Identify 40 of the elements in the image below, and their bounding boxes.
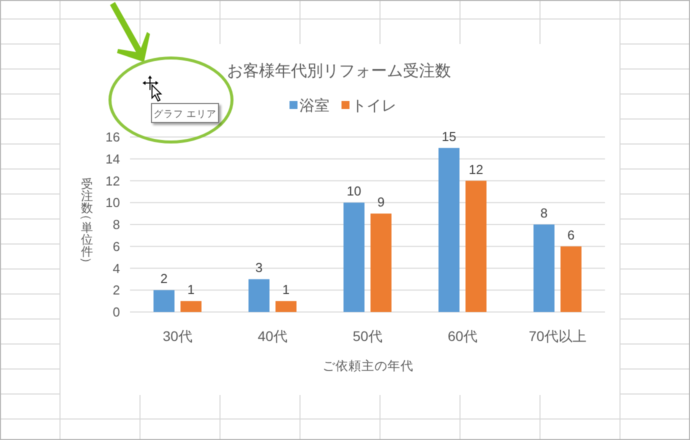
bar bbox=[248, 279, 270, 312]
data-label: 9 bbox=[377, 194, 385, 210]
data-label: 1 bbox=[187, 282, 195, 298]
y-tick-label: 14 bbox=[106, 151, 120, 166]
bar bbox=[154, 290, 174, 312]
data-label: 12 bbox=[468, 162, 484, 177]
y-tick-label: 2 bbox=[112, 282, 120, 298]
x-tick-label: 30代 bbox=[162, 328, 192, 344]
chart-title: お客様年代別リフォーム受注数 bbox=[227, 62, 451, 80]
data-label: 2 bbox=[160, 271, 168, 286]
y-tick-label: 6 bbox=[112, 238, 120, 254]
y-tick-label: 8 bbox=[112, 217, 120, 232]
text: グラフ エリア bbox=[154, 109, 216, 120]
legend-label: 浴室 bbox=[300, 98, 330, 114]
x-tick-label: 50代 bbox=[352, 328, 382, 344]
data-label: 8 bbox=[540, 206, 548, 220]
y-tick-label: 4 bbox=[112, 260, 120, 276]
bar bbox=[344, 202, 364, 312]
x-tick-label: 40代 bbox=[258, 328, 288, 344]
bar bbox=[560, 246, 582, 312]
data-label: 10 bbox=[346, 184, 362, 199]
data-label: 3 bbox=[255, 260, 263, 276]
x-tick-label: 60代 bbox=[448, 328, 478, 344]
y-tick-label: 0 bbox=[112, 304, 120, 320]
y-axis-title: 受注数（単位件） bbox=[79, 177, 94, 270]
data-label: 1 bbox=[282, 282, 290, 298]
x-tick-label: 70代以上 bbox=[528, 328, 586, 344]
x-axis-title: ご依頼主の年代 bbox=[322, 358, 414, 373]
y-tick-label: 10 bbox=[106, 195, 120, 210]
y-tick-label: 16 bbox=[106, 130, 120, 144]
bar bbox=[370, 214, 392, 312]
data-label: 15 bbox=[442, 128, 456, 144]
y-tick-label: 12 bbox=[106, 173, 120, 188]
bar bbox=[534, 224, 554, 312]
data-label: 6 bbox=[567, 227, 575, 242]
bar bbox=[180, 301, 202, 312]
bar bbox=[276, 301, 296, 312]
bar bbox=[438, 148, 460, 312]
bar bbox=[466, 180, 486, 312]
legend-label: トイレ bbox=[352, 98, 396, 114]
